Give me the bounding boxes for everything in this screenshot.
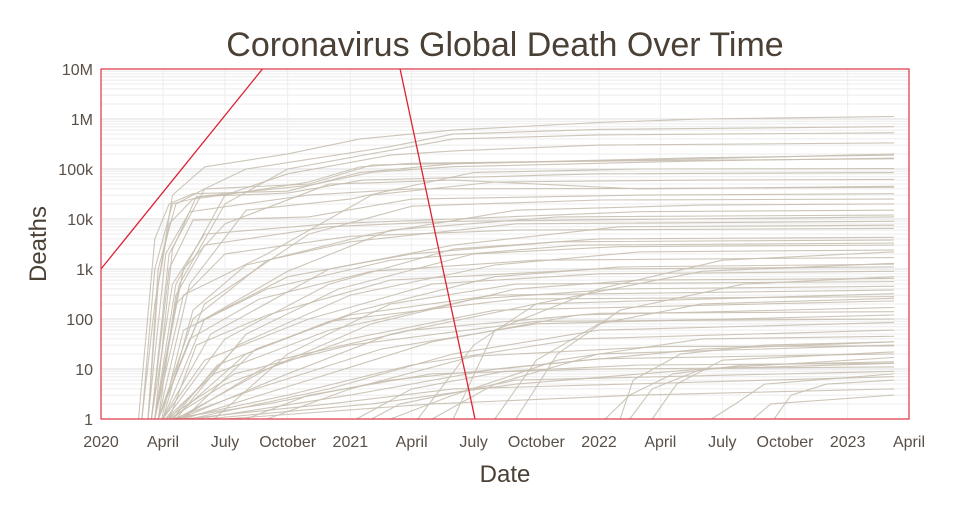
series-line — [154, 178, 895, 420]
series-line — [157, 214, 895, 420]
reference-line — [101, 69, 263, 270]
series-line — [162, 270, 895, 420]
x-tick-label: July — [211, 434, 239, 451]
series-line — [175, 244, 895, 420]
series-line — [189, 321, 895, 420]
series-line — [150, 193, 895, 420]
x-tick-labels: 2020 April July October 2021 April July October… — [83, 434, 925, 451]
series-line — [371, 370, 895, 420]
y-tick-label: 1k — [76, 262, 94, 279]
x-tick-label: 2023 — [830, 434, 866, 451]
series-line — [157, 203, 895, 420]
x-tick-label: 2020 — [83, 434, 119, 451]
series-line — [157, 168, 895, 420]
series-line — [162, 224, 895, 420]
series-line — [417, 262, 895, 420]
y-tick-label: 1 — [84, 412, 93, 429]
series-line — [711, 373, 895, 420]
x-tick-label: 2022 — [581, 434, 617, 451]
series-line — [651, 351, 895, 420]
series-line — [179, 311, 895, 420]
series-line — [390, 335, 895, 420]
x-tick-label: July — [708, 434, 736, 451]
series-line — [150, 209, 895, 420]
y-tick-label: 10 — [75, 362, 93, 379]
y-tick-label: 1M — [71, 112, 93, 129]
y-tick-label: 10M — [62, 62, 93, 79]
series-line — [175, 329, 895, 420]
series-line — [147, 115, 895, 420]
x-tick-label: April — [644, 434, 676, 451]
series-line — [183, 289, 895, 420]
reference-line — [399, 69, 476, 419]
y-tick-label: 10k — [67, 212, 94, 229]
series-line — [157, 256, 895, 420]
series-line — [168, 266, 895, 420]
reference-lines — [101, 69, 476, 419]
series-line — [183, 376, 895, 420]
series-line — [169, 353, 895, 420]
plot-frame — [100, 68, 910, 420]
x-tick-label: October — [508, 434, 566, 451]
series-line — [515, 276, 895, 420]
series-line — [147, 186, 895, 420]
y-tick-labels: 1 10 100 1k 10k 100k 1M 10M — [58, 62, 94, 429]
series-line — [245, 366, 895, 420]
series-line — [175, 277, 895, 420]
series-line — [154, 142, 895, 420]
series-line — [452, 251, 895, 420]
x-tick-label: July — [459, 434, 487, 451]
series-line — [165, 285, 895, 420]
series-line — [204, 362, 895, 420]
y-axis-label: Deaths — [25, 206, 52, 282]
series-line — [494, 297, 895, 420]
x-tick-label: 2021 — [333, 434, 369, 451]
series-line — [161, 242, 895, 420]
series-line — [179, 293, 895, 420]
series-line — [752, 394, 895, 420]
series-line — [154, 132, 895, 420]
series-line — [165, 236, 895, 420]
series-line — [267, 345, 895, 420]
series-line — [629, 356, 895, 420]
series-lines — [137, 115, 895, 420]
chart-title: Coronavirus Global Death Over Time — [226, 26, 783, 64]
series-line — [157, 216, 895, 420]
series-line — [141, 157, 895, 420]
series-line — [154, 171, 895, 420]
series-line — [168, 300, 895, 420]
y-tick-label: 100k — [58, 162, 94, 179]
series-line — [619, 341, 895, 420]
x-axis-label: Date — [480, 461, 531, 488]
y-tick-label: 100 — [66, 312, 93, 329]
x-tick-label: October — [259, 434, 317, 451]
x-tick-label: April — [396, 434, 428, 451]
series-line — [224, 388, 895, 420]
series-line — [162, 220, 895, 420]
series-line — [773, 379, 895, 420]
x-tick-label: October — [757, 434, 815, 451]
series-line — [137, 154, 895, 420]
x-tick-label: April — [147, 434, 179, 451]
series-line — [172, 263, 895, 420]
series-line — [431, 344, 895, 420]
series-line — [165, 318, 895, 420]
x-tick-label: April — [893, 434, 925, 451]
series-line — [147, 153, 895, 420]
series-line — [162, 239, 895, 420]
series-line — [172, 296, 895, 420]
